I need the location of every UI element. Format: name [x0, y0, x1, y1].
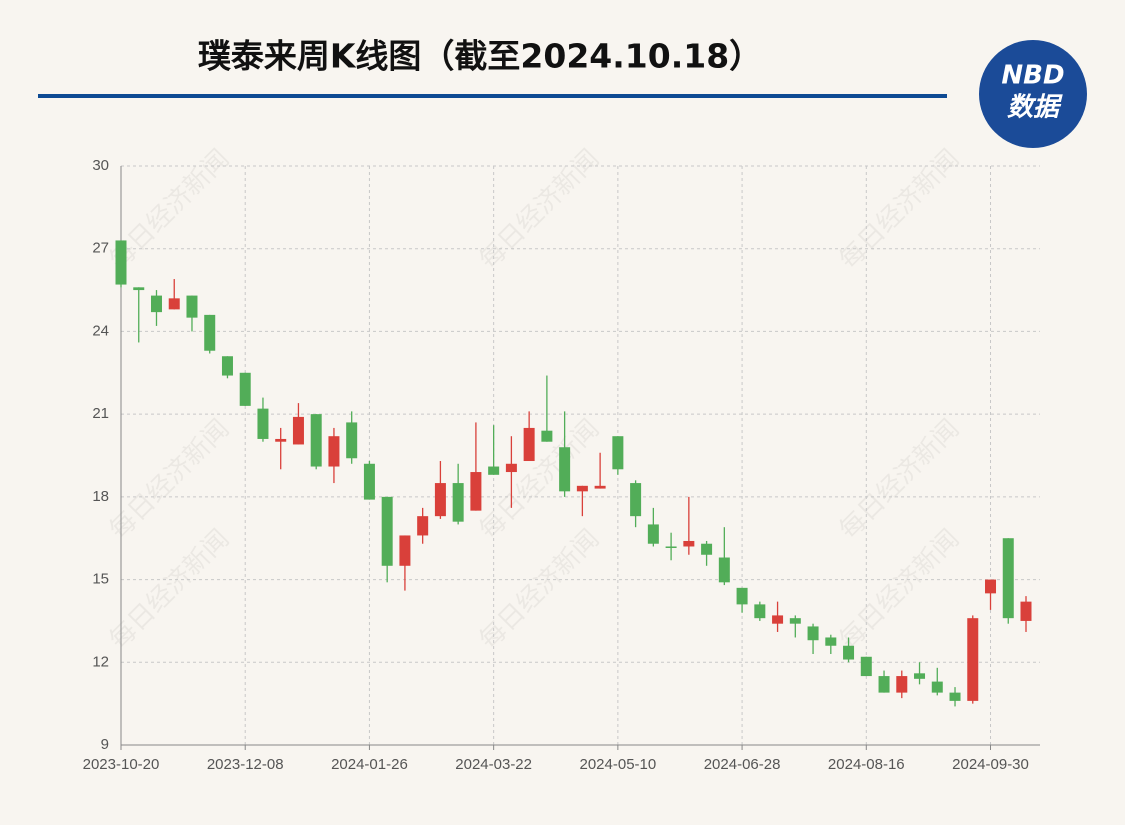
candle-body — [328, 436, 340, 467]
candle-body — [133, 287, 145, 291]
candle-body — [505, 463, 517, 473]
candle-body — [718, 557, 730, 583]
x-tick-label: 2024-01-26 — [331, 756, 408, 773]
candle-body — [772, 615, 784, 624]
candle-body — [310, 414, 322, 467]
candle-body — [523, 427, 535, 462]
candle-body — [789, 618, 801, 624]
candle-body — [701, 543, 713, 555]
y-tick-label: 12 — [92, 653, 109, 670]
candle-body — [665, 546, 677, 548]
candle-body — [186, 295, 198, 318]
candle-body — [488, 466, 500, 475]
candle-body — [381, 496, 393, 566]
candle-body — [239, 372, 251, 406]
candle-body — [914, 673, 926, 679]
candle-body — [115, 240, 127, 285]
candle-body — [807, 626, 819, 641]
candle-body — [754, 604, 766, 619]
candle-body — [967, 618, 979, 701]
x-tick-label: 2023-12-08 — [207, 756, 284, 773]
candle-body — [896, 676, 908, 693]
candle-body — [630, 483, 642, 517]
candle-body — [221, 356, 233, 376]
candle-body — [150, 295, 162, 313]
x-tick-label: 2024-05-10 — [579, 756, 656, 773]
candle-body — [931, 681, 943, 693]
candle-body — [257, 408, 269, 439]
candle-body — [559, 447, 571, 492]
y-tick-label: 18 — [92, 488, 109, 505]
x-tick-label: 2024-06-28 — [704, 756, 781, 773]
candle-body — [275, 438, 287, 442]
candle-body — [878, 676, 890, 693]
candle-body — [612, 436, 624, 470]
logo-bottom: 数据 — [1007, 93, 1063, 123]
candle-body — [541, 430, 553, 442]
candle-body — [985, 579, 997, 594]
y-tick-label: 30 — [92, 157, 109, 174]
logo-top: NBD — [1001, 61, 1064, 91]
candle-body — [1002, 538, 1014, 619]
x-tick-label: 2024-09-30 — [952, 756, 1029, 773]
candle-body — [843, 645, 855, 660]
y-tick-label: 9 — [101, 736, 109, 753]
candle-body — [683, 540, 695, 547]
candle-body — [204, 314, 216, 351]
candle-body — [576, 485, 588, 492]
candle-body — [647, 524, 659, 544]
candle-body — [452, 483, 464, 522]
y-tick-label: 24 — [92, 322, 109, 339]
x-tick-label: 2024-03-22 — [455, 756, 532, 773]
candle-body — [949, 692, 961, 701]
candle-body — [168, 298, 180, 310]
y-tick-label: 27 — [92, 240, 109, 257]
candle-body — [363, 463, 375, 500]
candle-body — [292, 416, 304, 445]
y-tick-label: 21 — [92, 405, 109, 422]
x-tick-label: 2023-10-20 — [83, 756, 160, 773]
x-tick-label: 2024-08-16 — [828, 756, 905, 773]
candle-body — [736, 587, 748, 605]
candle-body — [417, 516, 429, 536]
candle-body — [1020, 601, 1032, 621]
y-tick-label: 15 — [92, 571, 109, 588]
candle-body — [860, 656, 872, 677]
candle-body — [399, 535, 411, 566]
candle-body — [434, 483, 446, 517]
logo — [979, 40, 1087, 148]
candle-body — [470, 472, 482, 511]
candle-body — [825, 637, 837, 646]
candle-body — [346, 422, 358, 459]
chart-title: 璞泰来周K线图（截至2024.10.18） — [198, 37, 762, 76]
candle-body — [594, 485, 606, 489]
